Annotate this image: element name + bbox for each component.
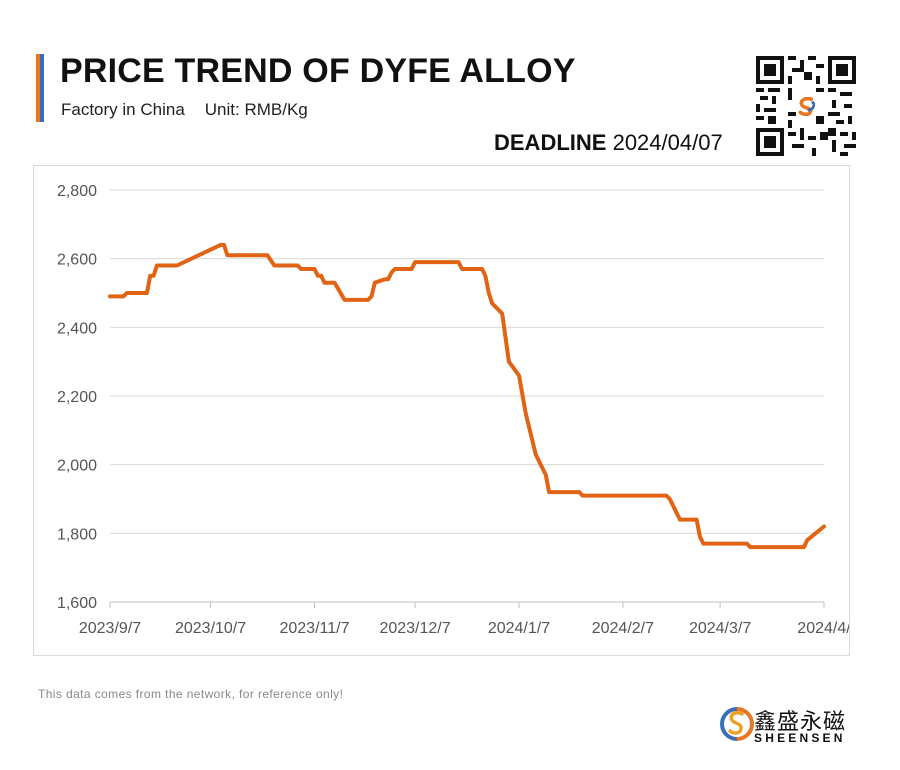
subtitle-source: Factory in China (61, 100, 185, 119)
x-tick-label: 2023/9/7 (79, 620, 141, 637)
y-tick-label: 2,400 (57, 320, 97, 337)
y-tick-label: 2,200 (57, 389, 97, 406)
page-title: PRICE TREND OF DYFE ALLOY (60, 52, 576, 90)
y-tick-label: 2,000 (57, 458, 97, 475)
subtitle-unit: Unit: RMB/Kg (204, 100, 308, 119)
x-tick-label: 2024/2/7 (592, 620, 654, 637)
y-tick-label: 1,600 (57, 595, 97, 612)
x-tick-label: 2024/4/ (797, 620, 849, 637)
logo-english-name: SHEENSEN (754, 731, 846, 745)
chart-gridlines (110, 189, 824, 534)
title-accent-bar (36, 54, 44, 122)
deadline-date: 2024/04/07 (612, 130, 723, 155)
sheensen-logo-icon (720, 707, 754, 741)
y-tick-label: 2,800 (57, 183, 97, 200)
accent-orange-stripe (36, 54, 40, 122)
deadline-text: DEADLINE 2024/04/07 (494, 130, 723, 156)
accent-blue-stripe (40, 54, 44, 122)
x-tick-label: 2023/11/7 (279, 620, 349, 637)
qr-code-icon (756, 56, 856, 156)
x-tick-label: 2023/10/7 (175, 620, 246, 637)
data-disclaimer: This data comes from the network, for re… (38, 687, 344, 701)
x-tick-label: 2024/1/7 (488, 620, 550, 637)
chart-series (108, 242, 826, 550)
price-line-chart: 1,600 1,800 2,000 2,200 2,400 2,600 2,800 2023/… (57, 183, 849, 637)
deadline-label: DEADLINE (494, 130, 607, 155)
x-tick-label: 2023/12/7 (379, 620, 450, 637)
page-subtitle: Factory in China Unit: RMB/Kg (61, 100, 308, 120)
series-line-dyfe-price (108, 242, 826, 550)
y-tick-label: 2,600 (57, 252, 97, 269)
y-tick-label: 1,800 (57, 526, 97, 543)
chart-axes: 1,600 1,800 2,000 2,200 2,400 2,600 2,800 2023/… (57, 183, 849, 637)
logo-chinese-name: 鑫盛永磁 (754, 710, 847, 735)
chart-frame: 1,600 1,800 2,000 2,200 2,400 2,600 2,800 2023/… (33, 165, 850, 656)
x-tick-label: 2024/3/7 (689, 620, 751, 637)
